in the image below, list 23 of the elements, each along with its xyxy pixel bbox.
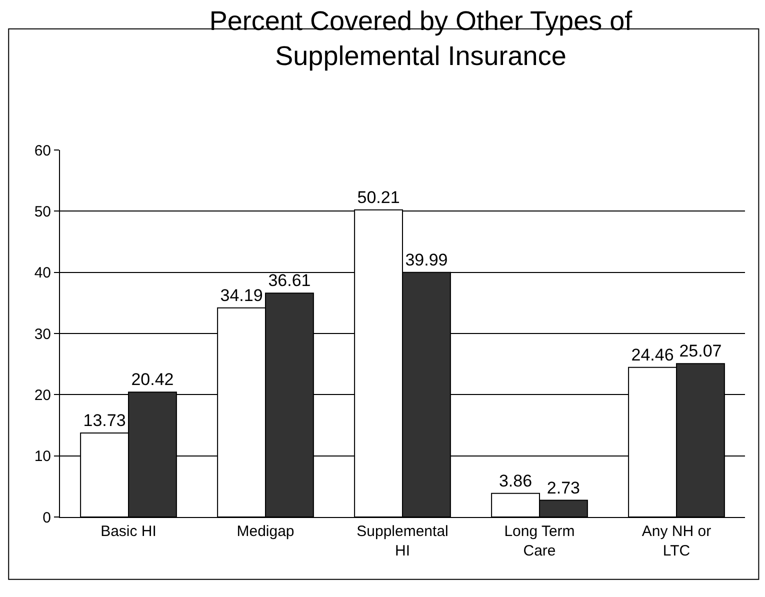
- y-tick-label: 50: [34, 203, 51, 220]
- chart-title: Percent Covered by Other Types of Supplemental Insurance: [209, 6, 633, 71]
- x-tick-label: Supplemental HI: [356, 523, 448, 560]
- data-label: 24.46: [631, 345, 674, 364]
- data-label: 2.73: [546, 478, 580, 498]
- x-tick-label: Long Term Care: [504, 523, 575, 560]
- y-tick-label: 10: [34, 448, 51, 466]
- data-label: 39.99: [405, 250, 448, 270]
- data-label: 13.73: [83, 411, 126, 430]
- y-tick-label: 30: [34, 326, 51, 343]
- x-tick-label: Basic HI: [100, 523, 156, 540]
- data-label: 34.19: [220, 286, 263, 305]
- y-tick-label: 20: [34, 386, 51, 404]
- data-label: 20.42: [131, 370, 174, 390]
- x-tick-label: Medigap: [236, 523, 294, 540]
- data-label: 25.07: [679, 342, 722, 361]
- y-tick-label: 40: [34, 264, 51, 282]
- data-label: 36.61: [268, 271, 311, 290]
- y-tick-label: 60: [34, 142, 51, 160]
- data-label: 3.86: [498, 471, 532, 490]
- data-label: 50.21: [357, 188, 400, 207]
- y-tick-label: 0: [42, 509, 51, 526]
- x-tick-label: Any NH or LTC: [642, 523, 712, 560]
